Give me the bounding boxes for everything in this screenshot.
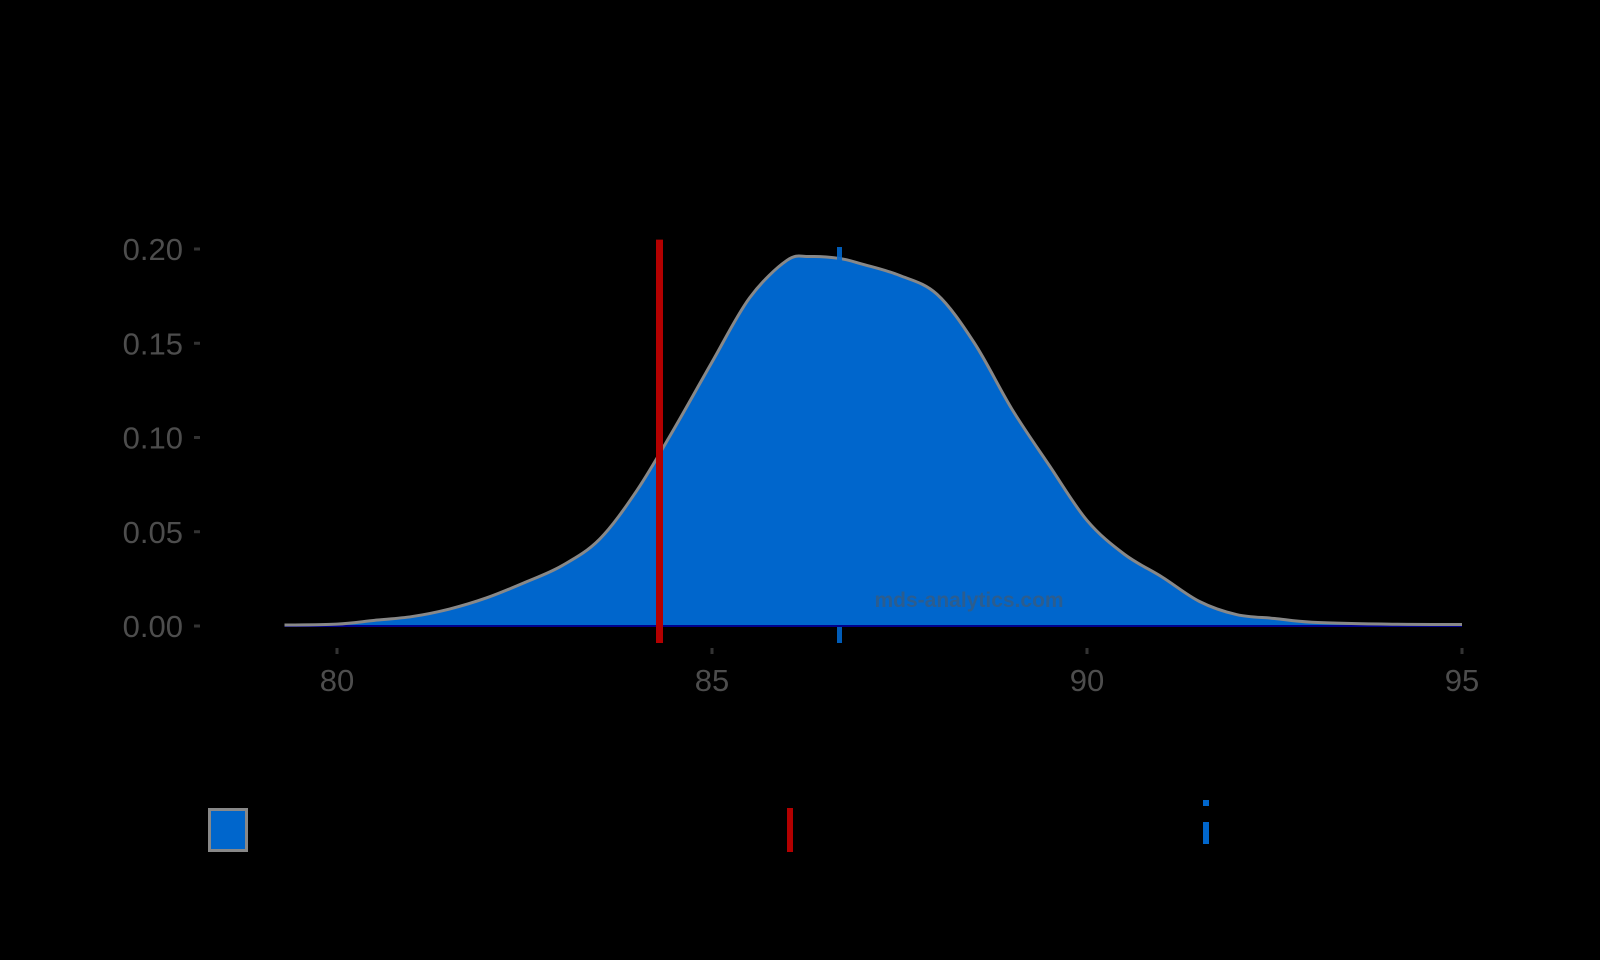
density-fill bbox=[284, 255, 1462, 626]
x-tick-label: 85 bbox=[695, 663, 729, 698]
watermark: mds-analytics.com bbox=[875, 589, 1064, 612]
legend bbox=[0, 800, 1600, 880]
legend-item-red-line bbox=[787, 800, 807, 860]
x-axis: 80 85 90 95 bbox=[320, 648, 1479, 698]
reference-lines bbox=[656, 239, 842, 643]
dashed-line-icon bbox=[1203, 800, 1209, 848]
y-tick-label: 0.00 bbox=[123, 609, 183, 644]
y-tick-label: 0.05 bbox=[123, 515, 183, 550]
legend-item-density bbox=[208, 800, 262, 860]
y-axis: 0.00 0.05 0.10 0.15 0.20 bbox=[123, 232, 200, 644]
y-tick-label: 0.15 bbox=[123, 326, 183, 361]
y-tick-label: 0.20 bbox=[123, 232, 183, 267]
y-tick-label: 0.10 bbox=[123, 421, 183, 456]
density-area bbox=[284, 254, 1463, 627]
x-tick-label: 90 bbox=[1070, 663, 1104, 698]
red-line-icon bbox=[787, 808, 793, 852]
filled-square-icon bbox=[208, 808, 248, 852]
x-tick-label: 80 bbox=[320, 663, 354, 698]
x-tick-label: 95 bbox=[1445, 663, 1479, 698]
legend-item-blue-dashed-line bbox=[1203, 794, 1223, 854]
